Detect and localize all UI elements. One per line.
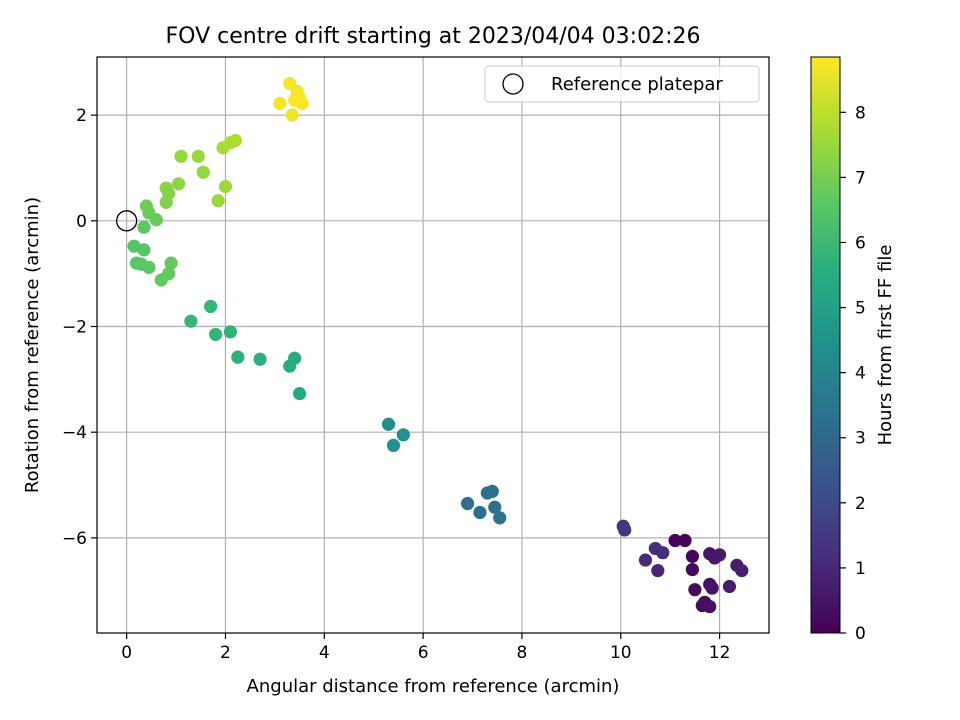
scatter-point <box>196 165 210 179</box>
scatter-point <box>204 299 218 314</box>
x-axis-ticks: 0 2 4 6 8 10 12 <box>121 633 730 663</box>
scatter-point <box>381 417 396 431</box>
colorbar-ticks: 0 1 2 3 4 5 6 7 8 <box>840 103 866 644</box>
y-tick-label: −2 <box>62 318 87 338</box>
scatter-point <box>488 500 502 514</box>
scatter-point <box>618 523 632 537</box>
scatter-point <box>705 581 719 595</box>
scatter-point <box>171 177 186 191</box>
scatter-point <box>473 505 487 520</box>
scatter-point <box>191 149 205 163</box>
scatter-points <box>127 76 749 614</box>
colorbar: 0 1 2 3 4 5 6 7 8 Hours from first FF file <box>810 56 896 644</box>
x-axis-label: Angular distance from reference (arcmin) <box>247 676 620 697</box>
scatter-point <box>688 583 702 597</box>
scatter-point <box>292 387 307 401</box>
scatter-point <box>162 267 176 281</box>
legend-reference-marker <box>502 73 524 95</box>
y-axis-ticks: −6 −4 −2 0 2 <box>62 106 97 549</box>
x-tick-label: 2 <box>220 643 231 663</box>
scatter-point <box>184 314 198 328</box>
chart-title: FOV centre drift starting at 2023/04/04 … <box>166 24 701 49</box>
y-axis-label: Rotation from reference (arcmin) <box>22 197 43 493</box>
scatter-point <box>638 553 653 567</box>
scatter-point <box>460 496 475 511</box>
scatter-point <box>651 564 665 578</box>
scatter-point <box>722 579 737 594</box>
scatter-point <box>386 438 401 453</box>
colorbar-frame <box>810 56 841 634</box>
x-tick-label: 6 <box>418 643 429 663</box>
colorbar-tick-label: 2 <box>855 494 866 514</box>
scatter-point <box>137 220 151 234</box>
scatter-point <box>288 351 302 365</box>
scatter-point <box>678 533 692 548</box>
x-tick-label: 8 <box>517 643 528 663</box>
scatter-point <box>174 149 188 163</box>
scatter-point <box>685 549 700 563</box>
scatter-point <box>712 548 727 562</box>
plot-frame <box>96 56 770 634</box>
scatter-point <box>735 564 749 578</box>
scatter-point <box>396 428 410 442</box>
colorbar-tick-label: 1 <box>855 559 866 579</box>
scatter-point <box>668 533 682 548</box>
legend: Reference platepar <box>484 65 760 103</box>
scatter-point <box>164 256 178 270</box>
colorbar-label: Hours from first FF file <box>875 245 896 446</box>
scatter-point <box>223 325 238 339</box>
scatter-point <box>295 96 309 111</box>
scatter-point <box>162 186 176 200</box>
scatter-point <box>149 213 163 227</box>
reference-marker-group <box>115 210 138 232</box>
legend-entry-label: Reference platepar <box>551 74 723 95</box>
y-tick-label: 0 <box>76 212 87 232</box>
scatter-point <box>218 179 233 194</box>
scatter-point <box>685 562 700 577</box>
colorbar-gradient <box>811 57 840 633</box>
x-tick-label: 12 <box>709 643 731 663</box>
x-tick-label: 10 <box>610 643 632 663</box>
legend-box <box>484 65 760 103</box>
y-tick-label: −4 <box>62 423 87 443</box>
colorbar-tick-label: 4 <box>855 364 866 384</box>
scatter-point <box>142 260 156 274</box>
scatter-point <box>253 352 267 366</box>
grid-lines <box>97 57 769 633</box>
scatter-point <box>656 546 670 560</box>
scatter-point <box>493 511 507 525</box>
y-tick-label: 2 <box>76 106 87 126</box>
scatter-point <box>273 96 287 111</box>
colorbar-tick-label: 7 <box>855 168 866 188</box>
scatter-point <box>703 599 717 614</box>
scatter-point <box>231 350 245 364</box>
scatter-point <box>208 327 223 342</box>
reference-marker <box>115 210 138 232</box>
colorbar-tick-label: 3 <box>855 429 866 449</box>
scatter-point <box>285 108 299 122</box>
colorbar-tick-label: 5 <box>855 299 866 319</box>
colorbar-tick-label: 6 <box>855 233 866 253</box>
scatter-point <box>228 133 242 148</box>
scatter-point <box>211 194 225 208</box>
y-tick-label: −6 <box>62 529 87 549</box>
x-tick-label: 0 <box>121 643 132 663</box>
scatter-point <box>485 484 499 498</box>
colorbar-tick-label: 0 <box>855 624 866 644</box>
colorbar-tick-label: 8 <box>855 103 866 123</box>
scatter-point <box>137 243 151 257</box>
x-tick-label: 4 <box>319 643 330 663</box>
